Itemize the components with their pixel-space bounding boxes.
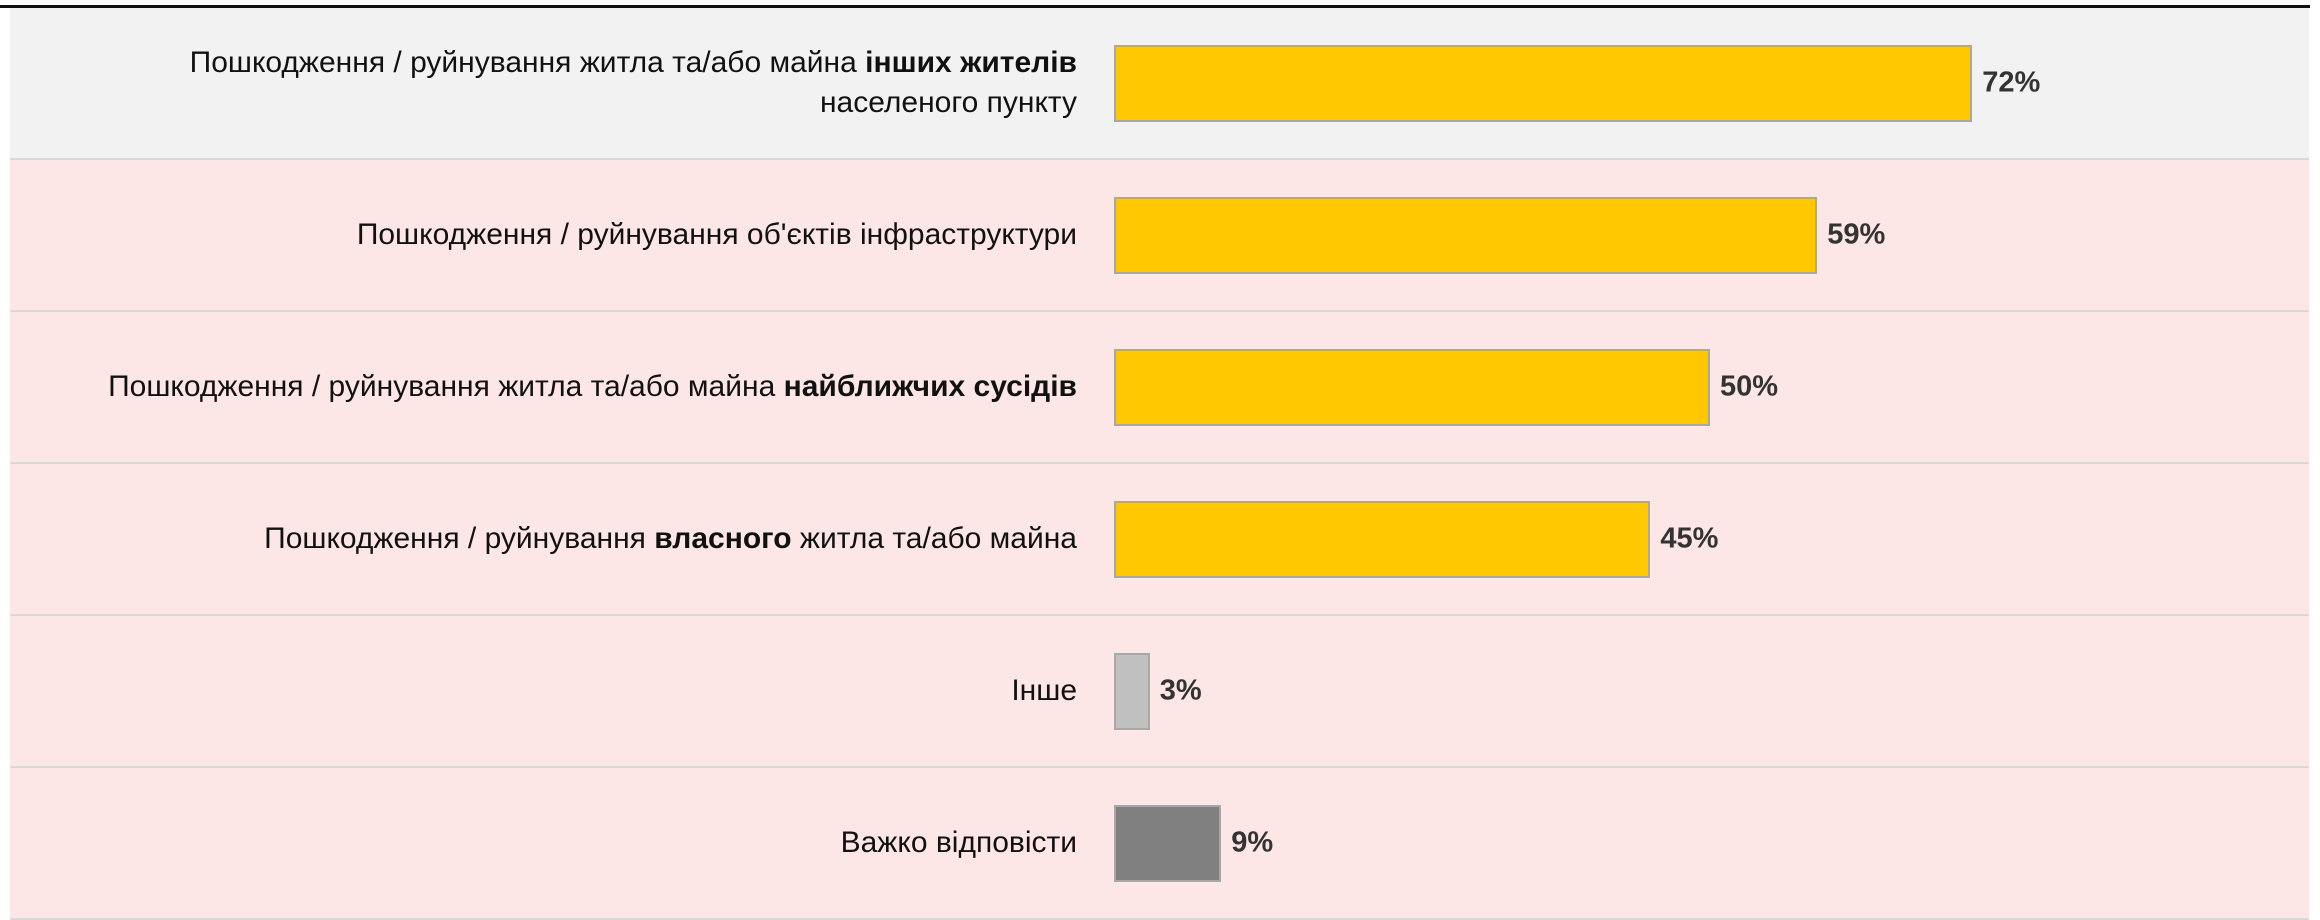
value-label: 9% — [1231, 826, 1274, 859]
bar — [1114, 348, 1710, 426]
label-part: Пошкодження / руйнування житла та/або ма… — [108, 370, 784, 403]
bar — [1114, 196, 1818, 274]
value-label: 3% — [1159, 674, 1202, 707]
bar — [1114, 804, 1222, 882]
label-part: Пошкодження / руйнування житла та/або ма… — [189, 46, 866, 79]
row-background — [10, 616, 2309, 768]
bar — [1114, 652, 1150, 730]
label-part: Пошкодження / руйнування — [264, 522, 655, 555]
category-label: Пошкодження / руйнування об'єктів інфрас… — [17, 215, 1077, 255]
category-label: Пошкодження / руйнування власного житла … — [17, 519, 1077, 559]
value-label: 59% — [1827, 218, 1886, 251]
category-label: Інше — [17, 671, 1077, 711]
label-part: Пошкодження / руйнування об'єктів інфрас… — [356, 218, 1077, 251]
label-part: житла та/або майна — [791, 522, 1077, 555]
top-border — [0, 5, 2310, 8]
value-label: 50% — [1720, 370, 1779, 403]
label-part: власного — [654, 522, 792, 555]
label-part: Інше — [1011, 674, 1077, 707]
value-label: 72% — [1982, 66, 2041, 99]
label-part: населеного пункту — [819, 86, 1077, 119]
label-part: інших жителів — [865, 46, 1077, 79]
bar — [1114, 44, 1973, 122]
bar — [1114, 500, 1651, 578]
category-label: Важко відповісти — [17, 823, 1077, 863]
label-part: Важко відповісти — [840, 826, 1077, 859]
label-part: найближчих сусідів — [783, 370, 1077, 403]
value-label: 45% — [1660, 522, 1719, 555]
category-label: Пошкодження / руйнування житла та/або ма… — [17, 367, 1077, 407]
category-label: Пошкодження / руйнування житла та/або ма… — [17, 43, 1077, 123]
